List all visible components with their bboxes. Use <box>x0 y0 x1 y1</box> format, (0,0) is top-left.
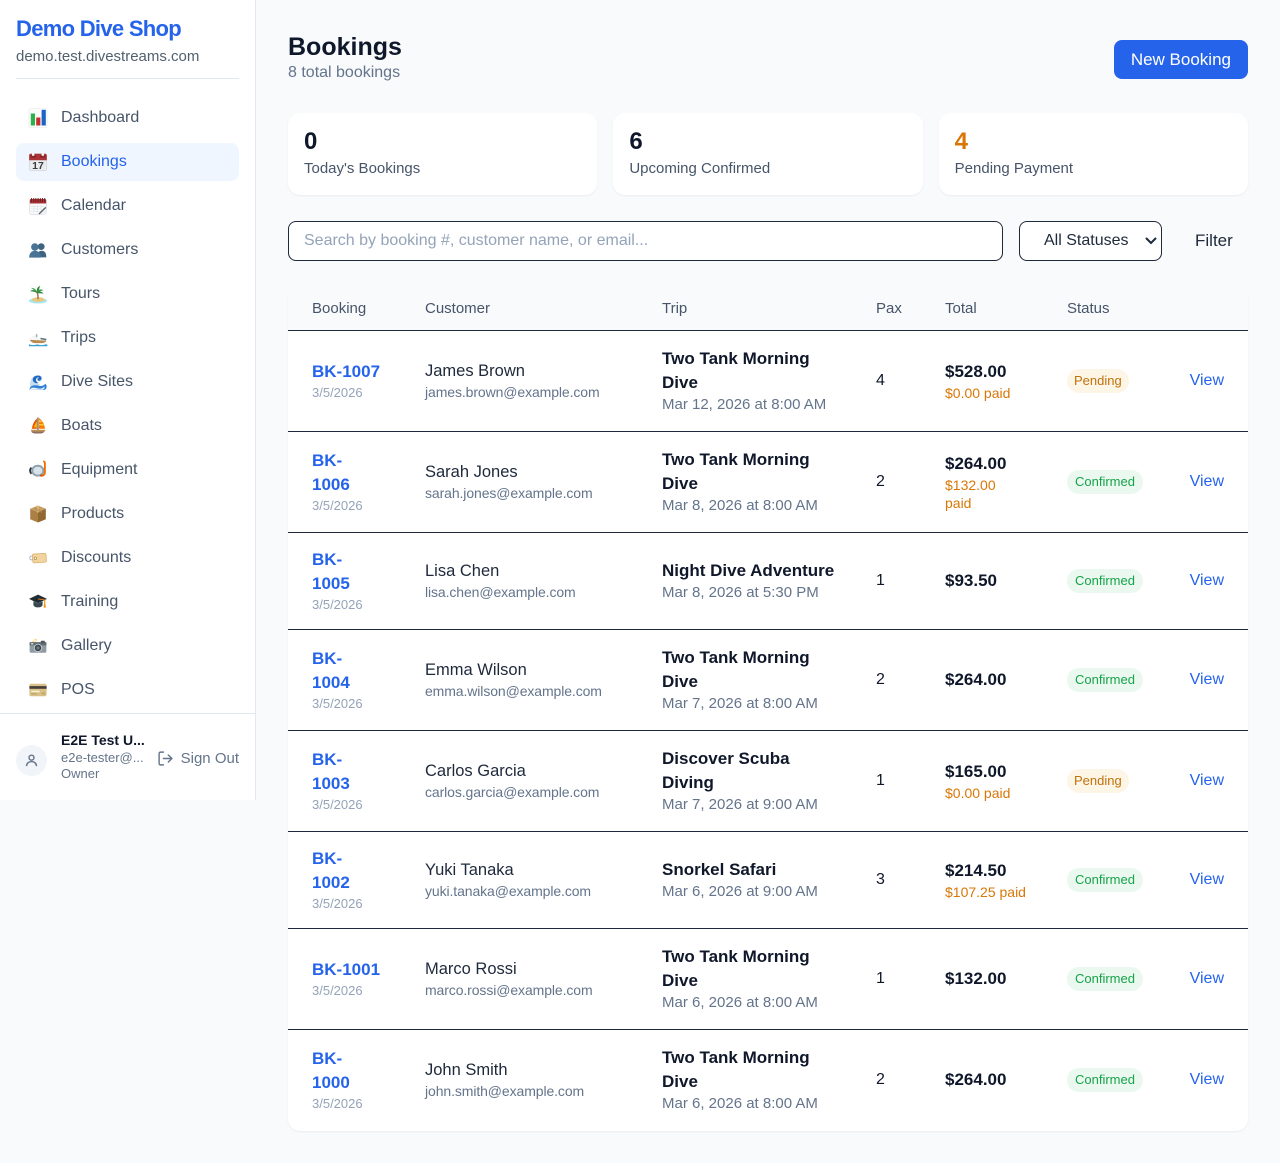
svg-text:17: 17 <box>32 160 44 172</box>
